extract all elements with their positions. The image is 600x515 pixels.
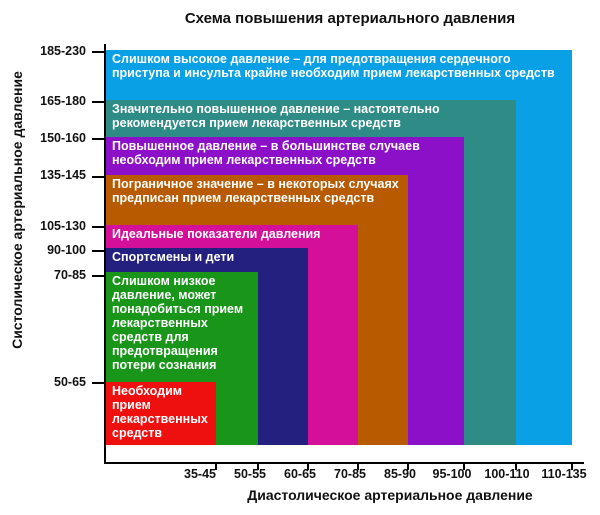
zone-medication-needed: Необходим прием лекарственных средств — [106, 382, 216, 445]
chart-title: Схема повышения артериального давления — [184, 10, 516, 27]
x-tick-mark — [357, 462, 359, 470]
x-tick: 35-45 — [184, 467, 216, 481]
y-tick-mark — [92, 176, 104, 178]
zone-significantly-high-text: Значительно повышенное давление – настоя… — [112, 102, 440, 130]
y-tick-mark — [92, 101, 104, 103]
x-tick: 50-55 — [234, 467, 266, 481]
x-tick: 95-100 — [432, 467, 472, 481]
x-tick: 100-110 — [484, 467, 530, 481]
y-tick: 150-160 — [40, 131, 86, 145]
x-tick-mark — [515, 462, 517, 470]
y-axis-line — [104, 44, 106, 464]
x-axis-label: Диастолическое артериальное давление — [247, 487, 533, 503]
y-axis-label: Систолическое артериальное давление — [9, 71, 25, 349]
y-tick: 105-130 — [40, 219, 86, 233]
x-tick-mark — [215, 462, 217, 470]
x-tick: 85-90 — [384, 467, 416, 481]
x-tick-mark — [571, 462, 573, 470]
x-tick: 110-135 — [541, 467, 587, 481]
x-tick-mark — [463, 462, 465, 470]
y-tick-mark — [92, 138, 104, 140]
y-tick: 185-230 — [40, 44, 86, 58]
y-tick: 70-85 — [54, 268, 86, 282]
zone-borderline-text: Пограничное значение – в некоторых случа… — [112, 177, 399, 205]
x-tick: 60-65 — [284, 467, 316, 481]
y-tick: 165-180 — [40, 94, 86, 108]
x-axis-line — [104, 462, 584, 464]
y-tick: 90-100 — [47, 243, 86, 257]
y-tick-mark — [92, 226, 104, 228]
y-tick-mark — [92, 382, 104, 384]
y-tick-mark — [92, 275, 104, 277]
x-tick-mark — [407, 462, 409, 470]
zone-medication-needed-text: Необходим прием лекарственных средств — [112, 384, 208, 440]
y-tick-mark — [92, 51, 104, 53]
zone-high-text: Повышенное давление – в большинстве случ… — [112, 139, 420, 167]
zone-too-low-text: Слишком низкое давление, может понадобит… — [112, 274, 244, 372]
zone-athletes-children-text: Спортсмены и дети — [112, 250, 235, 264]
x-tick-mark — [307, 462, 309, 470]
y-tick-mark — [92, 250, 104, 252]
x-tick: 70-85 — [334, 467, 366, 481]
x-tick-mark — [257, 462, 259, 470]
y-tick: 135-145 — [40, 168, 86, 182]
y-tick: 50-65 — [54, 375, 86, 389]
zone-very-high-text: Слишком высокое давление – для предотвра… — [112, 52, 555, 80]
zone-ideal-text: Идеальные показатели давления — [112, 227, 321, 241]
